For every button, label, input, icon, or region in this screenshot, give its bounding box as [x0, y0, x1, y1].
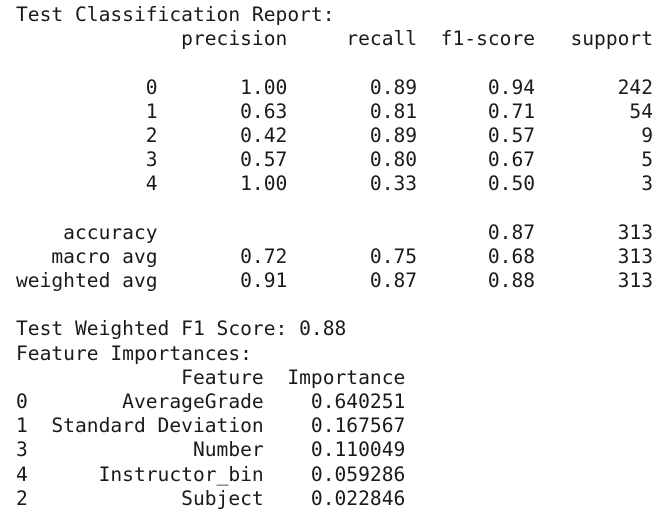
row-precision: [158, 221, 288, 245]
header-precision: precision: [16, 27, 288, 51]
blank-line: [16, 197, 656, 221]
row-label: accuracy: [16, 220, 158, 244]
feature-row: 0 AverageGrade 0.640251: [16, 390, 656, 414]
report-row: weighted avg 0.91 0.87 0.88 313: [16, 269, 656, 293]
report-header: precision recall f1-score support: [16, 27, 656, 51]
header-support: support: [535, 27, 654, 51]
feature-importance: 0.640251: [263, 390, 406, 413]
feature-row: 2 Subject 0.022846: [16, 487, 656, 511]
feature-row: 1 Standard Deviation 0.167567: [16, 414, 656, 438]
row-precision: 0.42: [157, 123, 288, 147]
header-recall: recall: [287, 27, 418, 51]
weighted-f1-line: Test Weighted F1 Score: 0.88: [16, 317, 347, 341]
row-precision: 0.72: [157, 244, 288, 268]
row-f1-score: 0.94: [417, 75, 536, 99]
feature-rows: 0 AverageGrade 0.640251 1 Standard Deviat…: [16, 390, 656, 511]
feature-importance: 0.059286: [263, 462, 406, 486]
row-label: 2: [16, 123, 158, 147]
row-support: 313: [535, 220, 654, 244]
row-f1-score: 0.50: [417, 172, 536, 196]
row-precision: 0.91: [157, 269, 288, 293]
report-summary-rows: accuracy 0.87 313 macro avg 0.72 0.75 0.…: [16, 221, 656, 294]
row-recall: 0.81: [287, 99, 418, 123]
report-row: 4 1.00 0.33 0.50 3: [16, 172, 656, 196]
row-support: 242: [535, 75, 654, 99]
row-recall: [287, 221, 417, 245]
row-support: 313: [535, 244, 654, 268]
row-label: macro avg: [16, 244, 158, 268]
feature-importance: 0.022846: [263, 486, 406, 510]
row-recall: 0.87: [287, 269, 418, 293]
feature-name: Standard Deviation: [39, 414, 264, 438]
feature-name: Number: [39, 438, 264, 462]
report-row: 0 1.00 0.89 0.94 242: [16, 76, 656, 100]
blank-line: [16, 293, 656, 317]
header-importance: Importance: [263, 365, 406, 389]
report-title: Test Classification Report:: [16, 3, 335, 26]
report-class-rows: 0 1.00 0.89 0.94 242 1 0.63 0.81 0.71 54…: [16, 76, 656, 197]
row-f1-score: 0.57: [417, 123, 536, 147]
row-support: 9: [535, 123, 654, 147]
feature-row: 3 Number 0.110049: [16, 438, 656, 462]
feature-name: Subject: [39, 486, 264, 510]
row-f1-score: 0.87: [417, 220, 536, 244]
feature-name: AverageGrade: [39, 390, 264, 413]
report-row: accuracy 0.87 313: [16, 221, 656, 245]
row-f1-score: 0.68: [417, 244, 536, 268]
feature-index: 0: [16, 390, 40, 413]
feature-index: 3: [16, 438, 40, 462]
console-output: Test Classification Report: precision re…: [16, 3, 656, 513]
row-precision: 0.57: [157, 148, 288, 172]
feature-header: Feature Importance: [16, 366, 656, 390]
feature-importances-title: Feature Importances:: [16, 341, 252, 365]
feature-index: 4: [16, 462, 40, 486]
row-recall: 0.75: [287, 244, 418, 268]
row-precision: 1.00: [157, 172, 288, 196]
feature-index: 1: [16, 414, 40, 438]
feature-index: 2: [16, 486, 40, 510]
report-row: macro avg 0.72 0.75 0.68 313: [16, 245, 656, 269]
row-f1-score: 0.88: [417, 269, 536, 293]
row-label: 3: [16, 148, 158, 172]
row-label: 0: [16, 75, 158, 99]
row-label: 4: [16, 172, 158, 196]
row-recall: 0.89: [287, 123, 418, 147]
feature-importance: 0.167567: [263, 414, 406, 438]
row-support: 5: [535, 148, 654, 172]
row-label: 1: [16, 99, 158, 123]
header-f1-score: f1-score: [417, 27, 536, 51]
row-support: 54: [535, 99, 654, 123]
feature-importance: 0.110049: [263, 438, 406, 462]
row-support: 313: [535, 269, 654, 293]
row-recall: 0.33: [287, 172, 418, 196]
feature-name: Instructor_bin: [39, 462, 264, 486]
header-feature: Feature: [16, 365, 264, 389]
feature-row: 4 Instructor_bin 0.059286: [16, 463, 656, 487]
row-precision: 1.00: [157, 75, 288, 99]
report-row: 2 0.42 0.89 0.57 9: [16, 124, 656, 148]
row-support: 3: [535, 172, 654, 196]
row-label: weighted avg: [16, 269, 158, 293]
row-f1-score: 0.71: [417, 99, 536, 123]
row-precision: 0.63: [157, 99, 288, 123]
report-row: 3 0.57 0.80 0.67 5: [16, 148, 656, 172]
row-f1-score: 0.67: [417, 148, 536, 172]
report-row: 1 0.63 0.81 0.71 54: [16, 100, 656, 124]
blank-line: [16, 51, 656, 75]
row-recall: 0.80: [287, 148, 418, 172]
row-recall: 0.89: [287, 75, 418, 99]
